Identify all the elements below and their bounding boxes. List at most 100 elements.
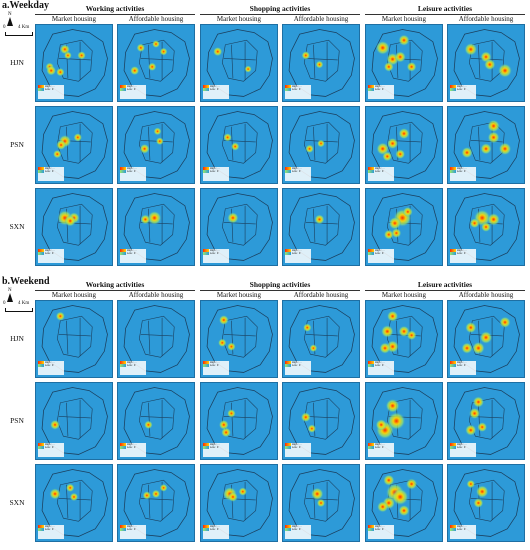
legend-swatch-low [203,170,209,173]
legend-high-text: High : ... [210,443,220,446]
legend-low-text: Low : 0 [45,170,54,174]
city-boundary [123,305,190,373]
legend-low: Low : 0 [285,252,311,255]
hotspot [379,342,391,354]
city-boundary [371,29,438,97]
heatmap-svg [123,305,190,373]
legend-high: High : ... [38,85,64,88]
hotspot [391,488,409,506]
section-weekday: a.Weekday N 0 4 Km Working activities Market … [0,0,530,274]
hotspot [464,42,478,56]
heatmap-panel: High : ... Low : 0 [117,464,195,542]
legend-low-text: Low : 0 [292,252,301,256]
district-boundary [303,315,340,358]
hotspot [221,427,232,438]
city-boundary [123,111,190,179]
map-legend: High : ... Low : 0 [368,443,394,457]
city-boundary [371,387,438,455]
legend-low-text: Low : 0 [45,252,54,256]
legend-low: Low : 0 [368,364,394,367]
hotspot [153,127,162,136]
legend-low: Low : 0 [285,88,311,91]
legend-high: High : ... [203,167,229,170]
heatmap-panel: High : ... Low : 0 [365,382,443,460]
legend-swatch-low [368,170,374,173]
category-title: Working activities [85,280,145,289]
legend-low: Low : 0 [38,170,64,173]
legend-swatch-high [368,249,374,252]
legend-swatch-high [120,525,126,528]
city-boundary [453,193,520,261]
hotspot [468,407,481,420]
hotspot [477,422,488,433]
legend-swatch-low [285,170,291,173]
hotspot [405,478,418,490]
legend-low: Low : 0 [450,88,476,91]
hotspot [499,316,511,328]
city-boundary [123,29,190,97]
legend-low: Low : 0 [120,528,146,531]
heatmap-panel: High : ... Low : 0 [117,188,195,266]
legend-high: High : ... [120,249,146,252]
heatmap-svg [41,305,108,373]
category-divider [35,290,195,291]
map-legend: High : ... Low : 0 [368,249,394,263]
hotspot [227,212,239,224]
hotspot [227,342,236,351]
scale-bar [5,308,33,312]
city-boundary [41,193,108,261]
heatmap-panel: High : ... Low : 0 [117,382,195,460]
hotspot [244,65,252,73]
city-boundary [41,29,108,97]
hotspot [377,501,389,513]
legend-high: High : ... [450,249,476,252]
legend-low-text: Low : 0 [127,170,136,174]
housing-type-label: Market housing [216,291,262,299]
hotspot [307,424,317,433]
map-legend: High : ... Low : 0 [120,249,146,263]
legend-swatch-low [450,88,456,91]
map-legend: High : ... Low : 0 [38,443,64,457]
legend-high-text: High : ... [210,85,220,88]
legend-swatch-low [285,528,291,531]
hotspot [388,216,402,230]
hotspot [65,483,75,493]
hotspot [223,133,232,142]
heatmap-svg [371,111,438,179]
legend-high: High : ... [368,443,394,446]
city-boundary [288,193,355,261]
legend-low: Low : 0 [285,364,311,367]
legend-high: High : ... [368,85,394,88]
district-label: PSN [10,416,24,425]
hotspot [375,419,387,431]
legend-low: Low : 0 [450,364,476,367]
heatmap-svg [206,193,273,261]
legend-high: High : ... [285,85,311,88]
heatmap-panel: High : ... Low : 0 [282,382,360,460]
legend-swatch-low [368,528,374,531]
legend-high: High : ... [450,167,476,170]
hotspot [380,325,394,338]
legend-swatch-low [285,88,291,91]
heatmap-svg [453,111,520,179]
legend-swatch-high [120,249,126,252]
city-boundary [41,387,108,455]
hotspot [487,131,500,144]
hotspot [155,137,164,146]
heatmap-svg [123,387,190,455]
heatmap-svg [123,469,190,537]
heatmap-panel: High : ... Low : 0 [447,464,525,542]
legend-high-text: High : ... [375,249,385,252]
legend-low-text: Low : 0 [375,528,384,532]
category-divider [35,14,195,15]
district-label: SXN [9,498,25,507]
legend-high-text: High : ... [127,249,137,252]
section-label: b.Weekend [2,276,50,287]
legend-high-text: High : ... [457,361,467,364]
legend-high-text: High : ... [45,249,55,252]
hotspot [56,139,67,151]
district-boundary [303,203,340,246]
map-legend: High : ... Low : 0 [285,361,311,375]
hotspot [147,62,157,72]
legend-high-text: High : ... [45,85,55,88]
